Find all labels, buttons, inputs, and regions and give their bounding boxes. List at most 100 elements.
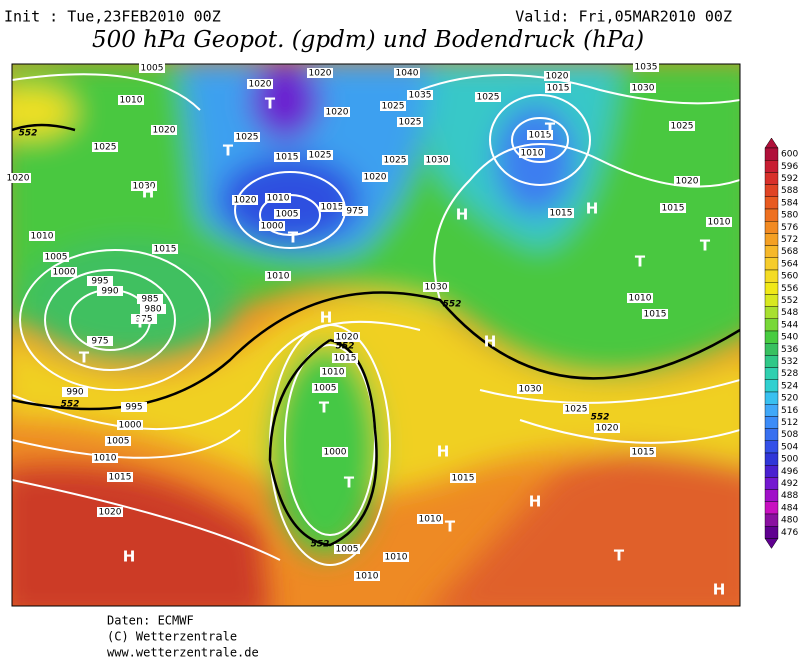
- contour-label: 552: [61, 400, 80, 410]
- isobar-label-bg: [152, 244, 178, 254]
- isobar-label-bg: [274, 152, 300, 162]
- pressure-center: H: [484, 333, 497, 351]
- isobar-label-bg: [342, 206, 368, 216]
- isobar-label-bg: [121, 402, 147, 412]
- isobar-label-bg: [382, 155, 408, 165]
- isobar-label-bg: [397, 117, 423, 127]
- isobar-label-bg: [517, 384, 543, 394]
- pressure-center: H: [142, 184, 155, 202]
- isobar-label: 1020: [336, 333, 359, 343]
- colorbar-label: 492: [781, 479, 798, 489]
- isobar-label: 1015: [109, 473, 132, 483]
- valid-time: Valid: Fri,05MAR2010 00Z: [515, 8, 732, 26]
- colorbar-label: 504: [781, 442, 798, 452]
- contour-label: 552: [591, 413, 610, 423]
- colorbar-label: 512: [781, 418, 798, 428]
- isobar-label: 1015: [662, 204, 685, 214]
- colorbar-label: 544: [781, 320, 798, 330]
- isobar-label: 1025: [94, 143, 117, 153]
- colorbar-swatch: [764, 220, 779, 234]
- isobar-label-bg: [423, 282, 449, 292]
- isobar-label: 990: [101, 287, 118, 297]
- colorbar-swatch: [764, 355, 779, 368]
- isobar-label-bg: [5, 173, 31, 183]
- isobar-label-bg: [450, 473, 476, 483]
- isobar-label: 1015: [334, 354, 357, 364]
- isobar-label: 1025: [309, 151, 332, 161]
- isobar-label: 1005: [276, 210, 299, 220]
- map-field: [12, 64, 740, 606]
- colorbar-label: 500: [781, 455, 798, 465]
- pressure-center: H: [586, 200, 599, 218]
- isobar-label-bg: [630, 83, 656, 93]
- isobar-label-bg: [107, 472, 133, 482]
- colorbar-label: 488: [781, 491, 798, 501]
- colorbar-swatch: [764, 196, 779, 210]
- colorbar-swatch: [764, 477, 779, 490]
- colorbar-label: 584: [781, 198, 798, 208]
- isobar-label: 1020: [596, 424, 619, 434]
- isobar-label: 1000: [324, 448, 347, 458]
- isobar-label-bg: [417, 514, 443, 524]
- isobar-label: 1010: [385, 553, 408, 563]
- isobar-label: 1030: [425, 283, 448, 293]
- isobar-label-bg: [265, 193, 291, 203]
- pressure-center: T: [223, 142, 234, 160]
- isobar-label-bg: [307, 68, 333, 78]
- pressure-center: T: [635, 253, 646, 271]
- isobar-label: 1015: [321, 203, 344, 213]
- colorbar-label: 576: [781, 223, 798, 233]
- pressure-center: H: [456, 206, 469, 224]
- isobar-label-bg: [706, 217, 732, 227]
- isobar-label: 1025: [399, 118, 422, 128]
- colorbar-swatch: [764, 440, 779, 454]
- isobar-label-bg: [151, 125, 177, 135]
- isobar-label: 1015: [632, 448, 655, 458]
- isobar-label: 1030: [426, 156, 449, 166]
- pressure-center: H: [437, 443, 450, 461]
- isobar-label-bg: [259, 221, 285, 231]
- isobar-label-bg: [139, 63, 165, 73]
- isobar-label: 1020: [364, 173, 387, 183]
- colorbar-label: 496: [781, 467, 798, 477]
- isobar-label: 1010: [419, 515, 442, 525]
- isobar-label-bg: [92, 142, 118, 152]
- pressure-center: T: [614, 547, 625, 565]
- isobar-label-bg: [105, 436, 131, 446]
- isobar-label: 995: [91, 277, 108, 287]
- colorbar-swatch: [764, 184, 779, 198]
- isobar-label-bg: [265, 271, 291, 281]
- isobar-label: 1005: [314, 384, 337, 394]
- colorbar-label: 556: [781, 284, 798, 294]
- contour-label: 552: [443, 300, 462, 310]
- isobar-label-bg: [545, 83, 571, 93]
- colorbar-label: 484: [781, 503, 798, 513]
- colorbar-swatch: [764, 233, 779, 246]
- isobar-label-bg: [131, 181, 157, 191]
- colorbar-label: 560: [781, 272, 798, 282]
- isobar-label-bg: [234, 132, 260, 142]
- isobar-label-bg: [669, 121, 695, 131]
- isobar-label: 1005: [45, 253, 68, 263]
- isobar-label: 985: [141, 295, 158, 305]
- colorbar-swatch: [764, 367, 779, 381]
- isobar-label: 1005: [336, 545, 359, 555]
- colorbar-label: 508: [781, 430, 798, 440]
- colorbar-label: 580: [781, 211, 798, 221]
- colorbar-swatch: [764, 282, 779, 295]
- isobar-label: 1010: [708, 218, 731, 228]
- isobar-label-bg: [137, 294, 163, 304]
- contour-label: 552: [19, 129, 38, 139]
- colorbar-swatch: [764, 147, 779, 161]
- isobar-label: 1030: [519, 385, 542, 395]
- colorbar-swatch: [764, 501, 779, 515]
- isobar-label: 1010: [356, 572, 379, 582]
- colorbar-label: 532: [781, 357, 798, 367]
- isobar-label: 1010: [629, 294, 652, 304]
- isobar-label-bg: [118, 95, 144, 105]
- isobar-label: 1010: [521, 149, 544, 159]
- isobar-label: 1015: [154, 245, 177, 255]
- isobar-label: 975: [91, 337, 108, 347]
- colorbar-label: 528: [781, 369, 798, 379]
